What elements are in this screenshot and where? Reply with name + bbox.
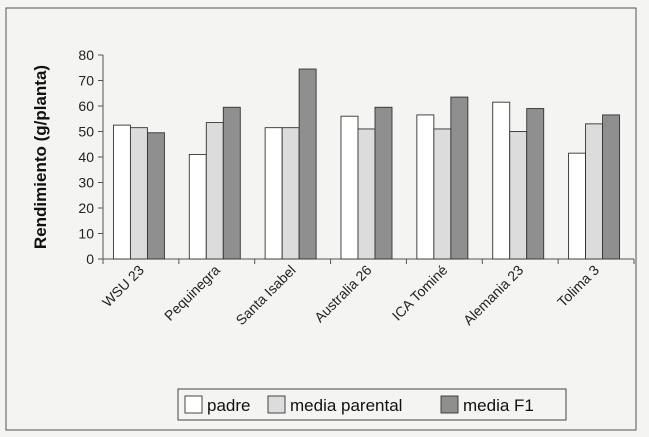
y-ticks: 0 10 20 30 40 50 60 70 80 xyxy=(78,47,103,267)
bar-padre xyxy=(492,101,511,260)
y-tick-label: 80 xyxy=(78,47,94,63)
bar-media-f1 xyxy=(602,114,621,260)
bar-media-f1 xyxy=(222,106,241,260)
legend: padre media parental media F1 xyxy=(177,388,567,421)
legend-label: media F1 xyxy=(463,396,534,415)
legend-swatch xyxy=(440,395,459,414)
bar-media-parental xyxy=(585,123,604,260)
y-tick-label: 70 xyxy=(78,73,94,89)
bar-media-parental xyxy=(205,122,224,260)
y-tick-label: 0 xyxy=(86,251,94,267)
y-tick-label: 40 xyxy=(78,149,94,165)
y-axis-label: Rendimiento (g/planta) xyxy=(31,65,50,249)
y-tick-label: 30 xyxy=(78,175,94,191)
bar-padre xyxy=(340,115,359,260)
bar-padre xyxy=(112,124,131,260)
legend-swatch xyxy=(267,395,286,414)
bar-padre xyxy=(568,152,587,260)
bar-padre xyxy=(416,114,435,260)
bar-media-f1 xyxy=(450,96,469,260)
legend-label: media parental xyxy=(290,396,402,415)
y-tick-label: 20 xyxy=(78,200,94,216)
bar-media-f1 xyxy=(526,108,545,260)
legend-swatch xyxy=(184,395,203,414)
bar-media-parental xyxy=(357,128,376,260)
bar-media-parental xyxy=(281,127,300,260)
bar-media-parental xyxy=(129,127,148,260)
bar-padre xyxy=(264,127,283,260)
bar-media-f1 xyxy=(374,106,393,260)
bar-media-f1 xyxy=(146,132,165,260)
bar-media-parental xyxy=(509,131,528,260)
y-tick-label: 50 xyxy=(78,124,94,140)
bar-padre xyxy=(188,153,207,260)
y-tick-label: 10 xyxy=(78,226,94,242)
legend-box xyxy=(177,388,567,421)
y-tick-label: 60 xyxy=(78,98,94,114)
bar-media-f1 xyxy=(298,68,317,260)
bar-media-parental xyxy=(433,128,452,260)
bars xyxy=(112,68,621,260)
legend-label: padre xyxy=(207,396,250,415)
y-axis-label-group: Rendimiento (g/planta) xyxy=(31,65,50,249)
